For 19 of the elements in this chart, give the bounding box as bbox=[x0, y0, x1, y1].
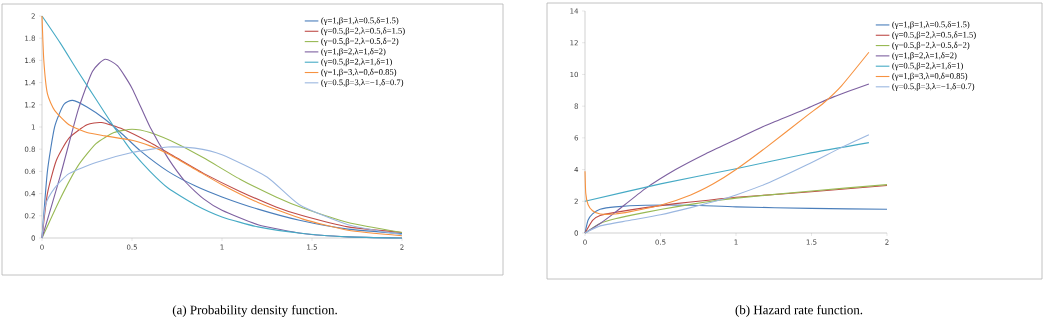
text: (b) Hazard rate function. bbox=[735, 305, 863, 317]
legend-label: (γ=1,β=2,λ=1,δ=2) bbox=[321, 48, 386, 56]
line-series bbox=[584, 51, 870, 215]
legend-label: (γ=1,β=1,λ=0.5,δ=1.5) bbox=[892, 21, 970, 30]
legend-label: (γ=1,β=3,λ=0,δ=0.85) bbox=[321, 68, 397, 77]
legend-label: (γ=0.5,β=3,λ=−1,δ=0.7) bbox=[321, 79, 404, 87]
legend-label: (γ=0.5,β=2,λ=0.5,δ=1.5) bbox=[892, 31, 976, 40]
legend-label: (γ=0.5,β=2,λ=0.5,δ=2) bbox=[321, 37, 399, 46]
legend-label: (γ=1,β=1,λ=0.5,δ=1.5) bbox=[321, 17, 399, 26]
line-series bbox=[584, 142, 870, 202]
line-series bbox=[584, 134, 870, 234]
legend-label: (γ=1,β=3,λ=0,δ=0.85) bbox=[892, 72, 968, 81]
legend-label: (γ=0.5,β=2,λ=0.5,δ=1.5) bbox=[321, 27, 405, 36]
text: (a) Probability density function. bbox=[172, 305, 337, 317]
legend-label: (γ=0.5,β=2,λ=1,δ=1) bbox=[321, 58, 392, 67]
legend-label: (γ=0.5,β=2,λ=1,δ=1) bbox=[892, 62, 963, 71]
legend-label: (γ=1,β=2,λ=1,δ=2) bbox=[892, 52, 957, 60]
legend-label: (γ=0.5,β=3,λ=−1,δ=0.7) bbox=[892, 83, 975, 91]
legend-label: (γ=0.5,β=2,λ=0.5,δ=2) bbox=[892, 41, 970, 50]
